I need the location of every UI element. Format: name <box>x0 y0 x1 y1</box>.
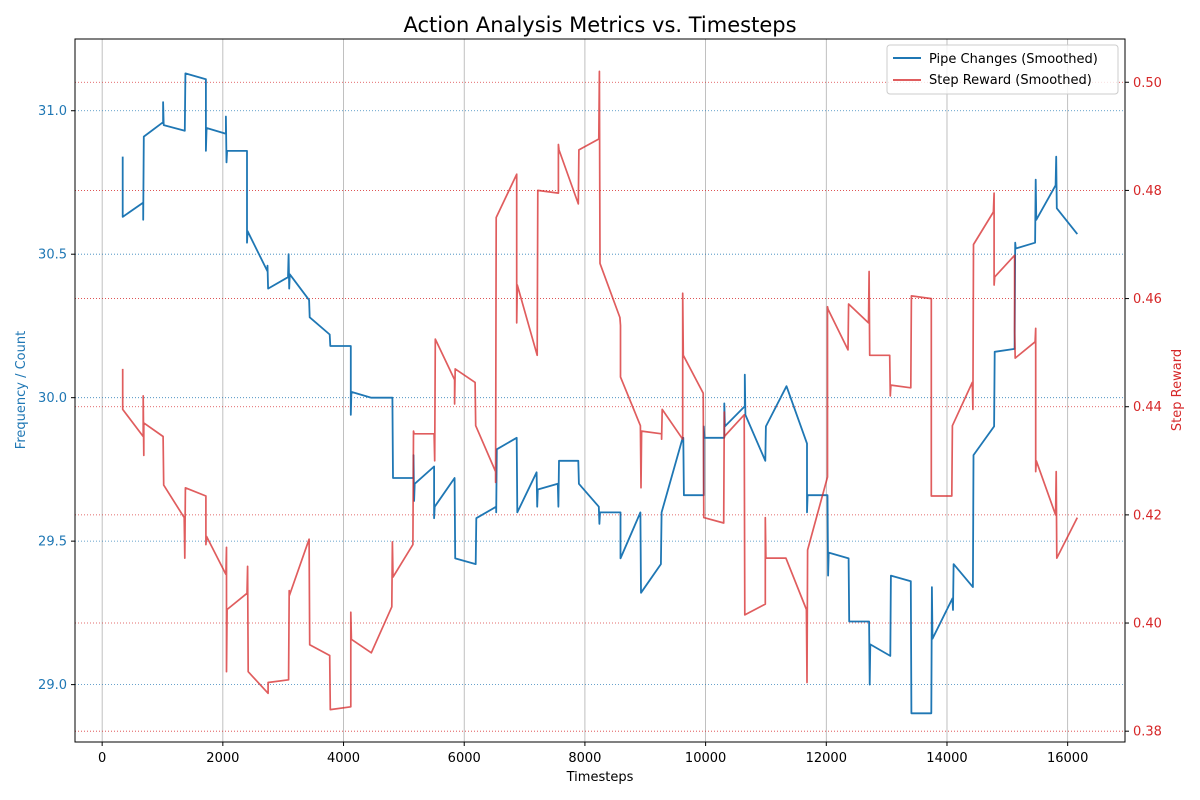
x-tick-label: 6000 <box>448 751 481 766</box>
y-axis-right: 0.38 0.40 0.42 0.44 0.46 0.48 0.50 <box>1125 76 1162 740</box>
x-tick-label: 12000 <box>806 751 847 766</box>
legend-label-step-reward: Step Reward (Smoothed) <box>929 73 1092 88</box>
x-axis: 0 2000 4000 6000 8000 10000 12000 14000 16000 <box>98 742 1088 766</box>
y-right-tick-label: 0.46 <box>1133 292 1162 307</box>
legend-label-pipe-changes: Pipe Changes (Smoothed) <box>929 52 1098 67</box>
x-axis-label: Timesteps <box>566 770 634 785</box>
y-axis-left: 29.0 29.5 30.0 30.5 31.0 <box>38 104 75 693</box>
x-tick-label: 10000 <box>685 751 726 766</box>
y-left-tick-label: 30.5 <box>38 248 67 263</box>
series-line-step-reward <box>121 70 1079 711</box>
x-tick-label: 0 <box>98 751 106 766</box>
y-left-tick-label: 29.5 <box>38 535 67 550</box>
y-right-tick-label: 0.48 <box>1133 184 1162 199</box>
x-tick-label: 14000 <box>926 751 967 766</box>
y-right-tick-label: 0.50 <box>1133 76 1162 91</box>
plot-frame <box>74 38 1126 743</box>
chart-title: Action Analysis Metrics vs. Timesteps <box>403 13 796 37</box>
y-axis-left-label: Frequency / Count <box>14 331 29 449</box>
y-right-tick-label: 0.40 <box>1133 617 1162 632</box>
y-axis-right-label: Step Reward <box>1170 349 1185 431</box>
y-left-tick-label: 31.0 <box>38 104 67 119</box>
x-tick-label: 16000 <box>1047 751 1088 766</box>
y-right-tick-label: 0.44 <box>1133 400 1162 415</box>
y-gridlines <box>75 81 1125 732</box>
y-left-tick-label: 29.0 <box>38 678 67 693</box>
series-layer <box>121 70 1079 715</box>
x-tick-label: 4000 <box>327 751 360 766</box>
x-tick-label: 2000 <box>206 751 239 766</box>
x-gridlines <box>101 39 1069 742</box>
y-right-tick-label: 0.38 <box>1133 725 1162 740</box>
legend-box <box>886 44 1119 95</box>
y-right-tick-label: 0.42 <box>1133 508 1162 523</box>
x-tick-label: 8000 <box>568 751 601 766</box>
legend: Pipe Changes (Smoothed) Step Reward (Smo… <box>886 44 1119 95</box>
series-line-pipe-changes <box>121 72 1079 715</box>
y-left-tick-label: 30.0 <box>38 391 67 406</box>
